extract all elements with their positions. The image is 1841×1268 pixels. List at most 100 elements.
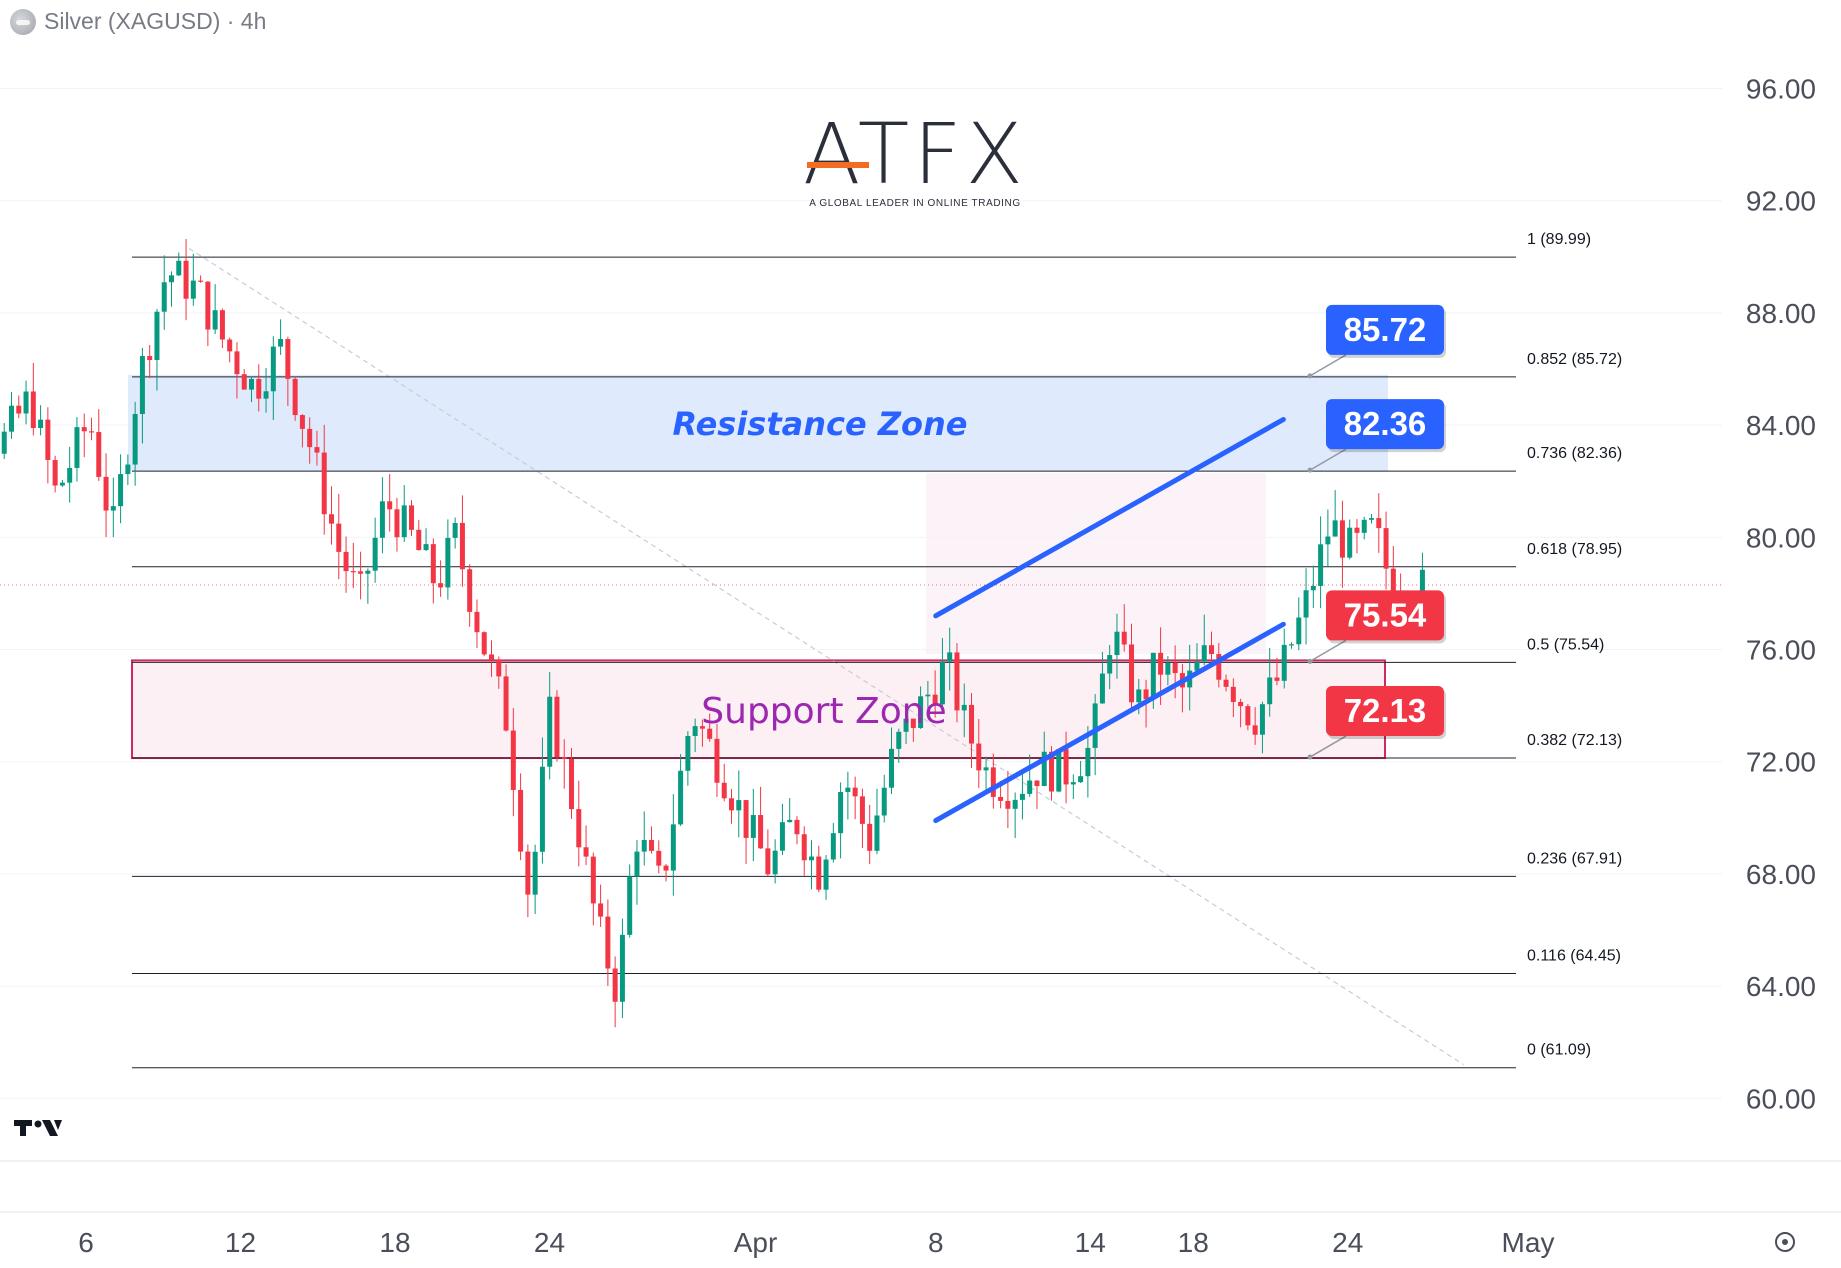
- candle-body: [1150, 652, 1156, 700]
- callout-pointer-0: [1309, 354, 1347, 377]
- candle-body: [401, 505, 407, 538]
- candle-body: [918, 696, 924, 728]
- candle-body: [518, 789, 524, 852]
- candle-body: [779, 822, 785, 851]
- candle-body: [307, 428, 313, 448]
- price-callouts: 85.72 82.36 75.54 72.13: [1307, 304, 1446, 760]
- candle-body: [118, 474, 124, 507]
- candle-body: [583, 847, 589, 857]
- candle-body: [147, 356, 153, 361]
- candle-body: [1201, 645, 1207, 662]
- candle-body: [1289, 644, 1295, 646]
- candle-body: [670, 824, 676, 871]
- candle-body: [1012, 799, 1018, 809]
- candle-body: [590, 856, 596, 904]
- candle-body: [641, 839, 647, 852]
- candle-body: [532, 851, 538, 895]
- candle-body: [212, 310, 218, 330]
- candle-body: [321, 452, 327, 515]
- settings-gear-icon[interactable]: [1775, 1232, 1795, 1252]
- candle-body: [1209, 645, 1215, 655]
- candle-body: [663, 865, 669, 871]
- candle-body: [278, 339, 284, 347]
- tradingview-logo-icon[interactable]: [14, 1116, 62, 1140]
- candle-body: [299, 415, 305, 429]
- support-zone-title: Support Zone: [701, 691, 946, 732]
- candle-body: [729, 798, 735, 811]
- time-tick-0: 6: [78, 1227, 94, 1258]
- price-axis[interactable]: 96.00 92.00 88.00 84.00 80.00 76.00 72.00 68.00…: [1746, 74, 1816, 1115]
- time-axis[interactable]: 6 12 18 24 Apr 8 14 18 24 May: [78, 1227, 1554, 1258]
- candle-body: [947, 652, 953, 662]
- channel-lower-line: [933, 621, 1286, 824]
- candle-body: [387, 501, 393, 510]
- candle-body: [81, 427, 87, 432]
- candle-body: [74, 427, 80, 468]
- candle-body: [1121, 631, 1127, 645]
- candle-body: [990, 767, 996, 797]
- candle-body: [125, 464, 131, 475]
- candle-body: [329, 514, 335, 524]
- callout-value-1: 82.36: [1344, 405, 1427, 442]
- price-tick-84.00: 84.00: [1746, 410, 1816, 441]
- candle-body: [139, 356, 145, 414]
- candle-body: [1034, 780, 1040, 786]
- price-tick-92.00: 92.00: [1746, 186, 1816, 217]
- candle-body: [1267, 677, 1273, 705]
- time-tick-1: 12: [225, 1227, 256, 1258]
- candle-body: [241, 374, 247, 390]
- fib-level-label-2: 0.736 (82.36): [1527, 445, 1622, 462]
- candle-body: [547, 696, 553, 767]
- fib-level-label-1: 0.852 (85.72): [1527, 351, 1622, 368]
- candle-body: [969, 704, 975, 744]
- candle-body: [503, 676, 509, 731]
- candle-body: [954, 652, 960, 711]
- candle-body: [249, 378, 255, 390]
- downtrend-line: [188, 247, 1464, 1066]
- candle-body: [685, 735, 691, 771]
- candle-body: [750, 815, 756, 838]
- candle-body: [343, 551, 349, 572]
- resistance-zone-title: Resistance Zone: [673, 405, 968, 443]
- candle-body: [801, 834, 807, 861]
- candle-body: [481, 632, 487, 655]
- candle-body: [1092, 703, 1098, 748]
- candle-body: [1238, 701, 1244, 707]
- candle-body: [627, 876, 633, 935]
- candle-body: [932, 694, 938, 705]
- candle-body: [721, 782, 727, 799]
- candle-body: [198, 280, 204, 282]
- candle-body: [939, 661, 945, 705]
- price-zones: [128, 374, 1388, 760]
- candle-body: [1143, 689, 1149, 700]
- candle-body: [176, 260, 182, 276]
- candle-body: [881, 787, 887, 816]
- candle-body: [1339, 520, 1345, 558]
- candle-body: [1281, 644, 1287, 681]
- candle-body: [612, 968, 618, 1002]
- atfx-logo: ATFX A GLOBAL LEADER IN ONLINE TRADING: [800, 112, 1030, 209]
- support-zone: [131, 659, 1386, 760]
- candle-body: [1129, 644, 1135, 703]
- price-tick-60.00: 60.00: [1746, 1083, 1816, 1114]
- candle-body: [1049, 751, 1055, 792]
- candle-body: [816, 856, 822, 890]
- candle-body: [1070, 782, 1076, 785]
- fibonacci-levels: 1 (89.99) 0.852 (85.72) 0.736 (82.36) 0.618…: [0, 231, 1722, 1069]
- candle-body: [889, 748, 895, 788]
- candle-body: [219, 310, 225, 340]
- candle-body: [1310, 585, 1316, 591]
- candle-body: [692, 726, 698, 736]
- candle-body: [474, 611, 480, 633]
- candle-body: [983, 767, 989, 771]
- candle-body: [263, 391, 269, 399]
- candle-body: [714, 738, 720, 783]
- candle-body: [103, 476, 109, 511]
- candle-body: [1223, 679, 1229, 687]
- candle-body: [336, 523, 342, 552]
- candle-body: [823, 859, 829, 890]
- symbol-title: Silver (XAGUSD) · 4h: [44, 8, 267, 34]
- ascending-channel: Resistance Zone Support Zone: [673, 405, 1286, 824]
- candle-body: [976, 743, 982, 771]
